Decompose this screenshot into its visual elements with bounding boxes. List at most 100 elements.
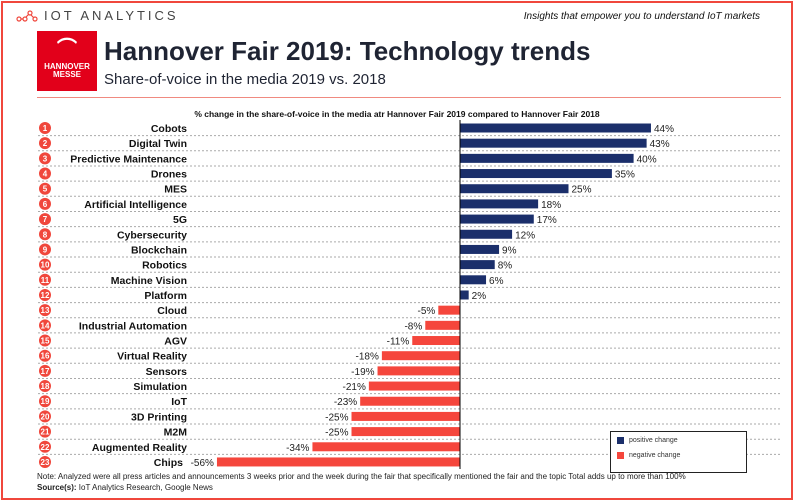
data-label: 35% [615, 170, 635, 181]
legend-item-negative: negative change [617, 452, 746, 459]
rank-number: 1 [43, 124, 48, 133]
bar-m2m [351, 427, 460, 437]
rank-number: 19 [41, 397, 50, 406]
data-label: -56% [191, 458, 214, 469]
rank-number: 21 [41, 428, 50, 437]
rank-badge [39, 258, 51, 271]
data-label: -25% [325, 428, 348, 439]
network-icon [16, 9, 38, 22]
bar-cloud [438, 305, 460, 315]
data-label: -23% [334, 397, 357, 408]
bar-artificial-intelligence [460, 199, 539, 209]
bar-cybersecurity [460, 229, 513, 239]
rank-number: 15 [41, 337, 50, 346]
legend-swatch [617, 452, 624, 459]
source: Source(s): IoT Analytics Research, Googl… [37, 483, 213, 492]
source-label: Source(s): [37, 483, 77, 492]
legend-label: negative change [629, 452, 681, 459]
category-label: 3D Printing [131, 411, 187, 423]
rank-number: 11 [41, 276, 50, 285]
data-label: 9% [502, 245, 517, 256]
rank-badge [39, 455, 51, 468]
bar-3d-printing [351, 411, 460, 421]
data-label: -8% [404, 321, 422, 332]
bar-digital-twin [460, 138, 647, 148]
legend-label: positive change [629, 437, 678, 444]
bar-simulation [368, 381, 460, 391]
rank-badge [39, 182, 51, 195]
data-label: 12% [515, 230, 535, 241]
page-title: Hannover Fair 2019: Technology trends [104, 36, 591, 66]
bar-industrial-automation [425, 320, 460, 330]
category-label: Artificial Intelligence [84, 199, 187, 211]
rank-badge [39, 197, 51, 210]
footnote: Note: Analyzed were all press articles a… [37, 472, 686, 481]
rank-number: 20 [41, 412, 50, 421]
rank-number: 5 [43, 185, 48, 194]
data-label: -34% [286, 443, 309, 454]
bar-iot [360, 396, 460, 406]
data-label: -19% [351, 367, 374, 378]
category-label: Blockchain [131, 244, 187, 256]
rank-badge [39, 425, 51, 438]
data-label: 2% [472, 291, 487, 302]
category-label: Drones [151, 169, 187, 181]
rank-number: 2 [43, 139, 48, 148]
bar-cobots [460, 123, 651, 133]
category-label: Sensors [146, 366, 188, 378]
bar-drones [460, 169, 612, 179]
bar-augmented-reality [312, 442, 460, 452]
category-label: M2M [164, 427, 188, 439]
rank-badge [39, 319, 51, 332]
data-label: 18% [541, 200, 561, 211]
rank-badge [39, 213, 51, 226]
chart-title: % change in the share-of-voice in the me… [194, 109, 600, 119]
bar-blockchain [460, 244, 500, 254]
legend-item-positive: positive change [617, 437, 746, 444]
data-label: 8% [498, 261, 513, 272]
rank-number: 17 [41, 367, 50, 376]
data-label: 40% [637, 154, 657, 165]
category-label: Platform [144, 290, 187, 302]
data-label: -18% [356, 352, 379, 363]
data-label: -11% [387, 337, 410, 348]
category-label: Cobots [151, 123, 187, 135]
rank-number: 23 [41, 458, 50, 467]
rank-badge [39, 380, 51, 393]
category-label: Chips [154, 457, 183, 469]
category-label: Digital Twin [129, 138, 187, 150]
data-label: 43% [650, 139, 670, 150]
category-label: Cybersecurity [117, 229, 187, 241]
rank-number: 9 [43, 245, 48, 254]
bar-predictive-maintenance [460, 153, 634, 163]
page-subtitle: Share-of-voice in the media 2019 vs. 201… [104, 71, 386, 88]
divider [37, 97, 781, 98]
bar-virtual-reality [381, 351, 460, 361]
rank-badge [39, 167, 51, 180]
rank-badge [39, 288, 51, 301]
data-label: 44% [654, 124, 674, 135]
rank-number: 14 [41, 321, 50, 330]
rank-number: 16 [41, 352, 50, 361]
category-label: MES [164, 184, 187, 196]
hannover-messe-logo: ⌒ HANNOVER MESSE [37, 31, 97, 91]
rank-number: 8 [43, 230, 48, 239]
rank-number: 18 [41, 382, 50, 391]
legend: positive change negative change [610, 431, 747, 473]
rank-number: 10 [41, 261, 50, 270]
rank-badge [39, 364, 51, 377]
category-label: Robotics [142, 260, 187, 272]
category-label: Machine Vision [111, 275, 187, 287]
rank-badge [39, 304, 51, 317]
rank-number: 12 [41, 291, 50, 300]
data-label: 25% [572, 185, 592, 196]
rank-badge [39, 395, 51, 408]
bar-mes [460, 184, 569, 194]
source-text: IoT Analytics Research, Google News [76, 483, 213, 492]
category-label: Augmented Reality [92, 442, 187, 454]
rank-badge [39, 228, 51, 241]
category-label: Industrial Automation [79, 320, 187, 332]
bar-platform [460, 290, 469, 300]
category-label: Simulation [133, 381, 187, 393]
